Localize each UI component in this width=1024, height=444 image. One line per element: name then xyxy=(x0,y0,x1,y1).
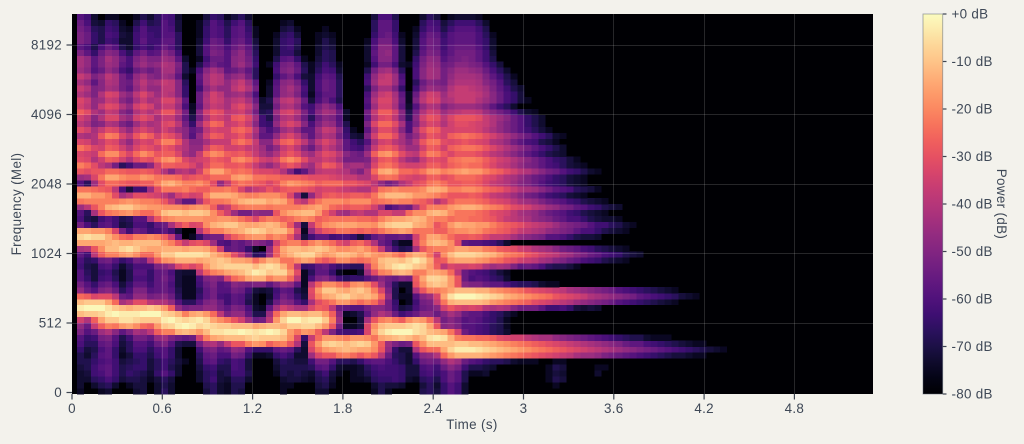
svg-text:8192: 8192 xyxy=(31,38,62,53)
svg-text:4096: 4096 xyxy=(31,107,62,122)
svg-text:3.6: 3.6 xyxy=(604,401,624,416)
svg-text:2048: 2048 xyxy=(31,177,62,192)
svg-text:-20 dB: -20 dB xyxy=(952,102,993,117)
svg-text:4.2: 4.2 xyxy=(694,401,714,416)
svg-text:-50 dB: -50 dB xyxy=(952,244,993,259)
svg-text:1024: 1024 xyxy=(31,246,62,261)
svg-text:0: 0 xyxy=(68,401,76,416)
svg-text:+0 dB: +0 dB xyxy=(952,7,989,22)
svg-text:0: 0 xyxy=(54,385,62,400)
svg-text:Time (s): Time (s) xyxy=(446,417,497,432)
svg-text:-80 dB: -80 dB xyxy=(952,387,993,402)
svg-text:3: 3 xyxy=(520,401,528,416)
svg-text:1.2: 1.2 xyxy=(243,401,263,416)
svg-text:-40 dB: -40 dB xyxy=(952,197,993,212)
svg-text:-30 dB: -30 dB xyxy=(952,149,993,164)
svg-text:-70 dB: -70 dB xyxy=(952,339,993,354)
svg-text:4.8: 4.8 xyxy=(785,401,805,416)
svg-text:1.8: 1.8 xyxy=(333,401,353,416)
svg-text:0.6: 0.6 xyxy=(153,401,173,416)
svg-text:Frequency (Mel): Frequency (Mel) xyxy=(9,153,24,256)
svg-text:Power (dB): Power (dB) xyxy=(994,169,1009,239)
svg-text:-10 dB: -10 dB xyxy=(952,54,993,69)
svg-text:-60 dB: -60 dB xyxy=(952,292,993,307)
svg-text:2.4: 2.4 xyxy=(423,401,443,416)
svg-text:512: 512 xyxy=(39,316,62,331)
